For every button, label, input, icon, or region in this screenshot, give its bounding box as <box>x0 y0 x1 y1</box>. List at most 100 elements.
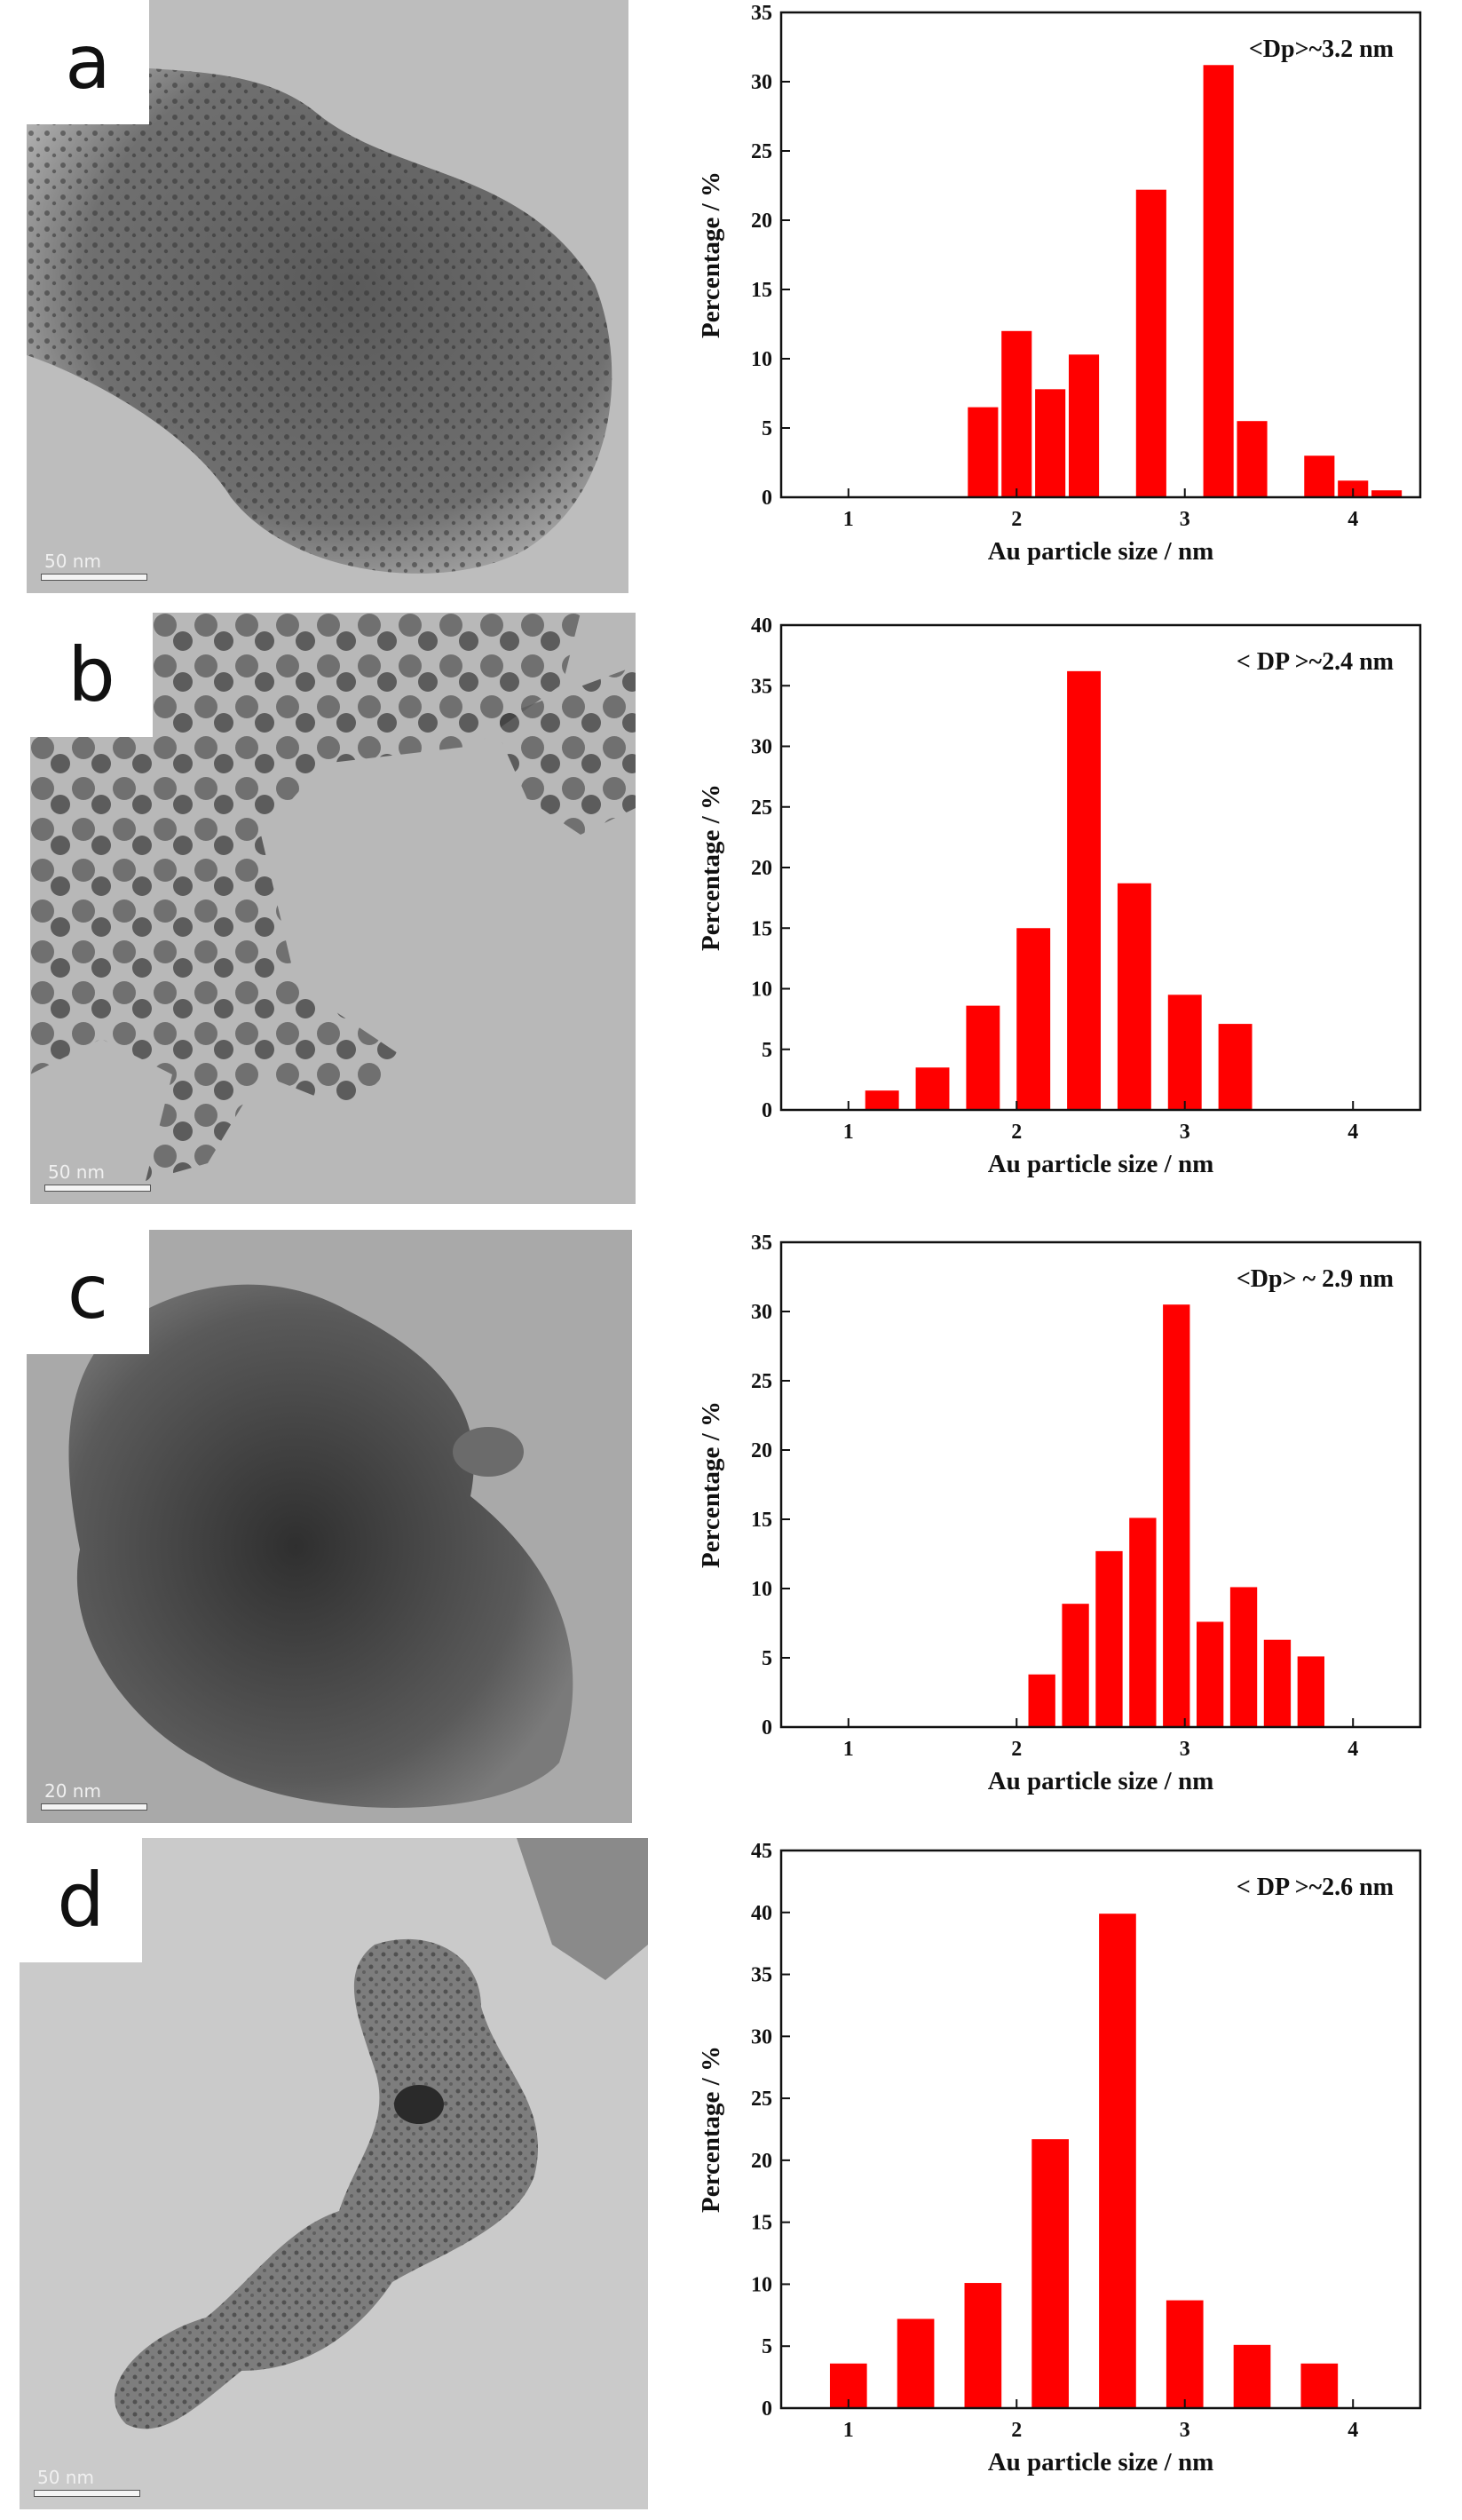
histogram-bar <box>915 1067 950 1110</box>
tem-image-c: c 20 nm <box>27 1230 632 1823</box>
mean-size-annotation: < DP >~2.4 nm <box>1237 648 1394 676</box>
y-axis-label: Percentage / % <box>697 1401 725 1568</box>
y-tick-label: 20 <box>751 857 772 880</box>
y-tick-label: 5 <box>762 1039 772 1062</box>
scale-bar-a <box>41 574 147 581</box>
histogram-bar <box>1035 389 1066 497</box>
histogram-bar <box>1001 330 1032 497</box>
y-tick-label: 35 <box>751 1232 772 1255</box>
tem-image-a: a 50 nm <box>27 0 628 593</box>
panel-letter-b: b <box>30 613 153 737</box>
scale-bar-b <box>44 1185 151 1192</box>
y-tick-label: 0 <box>762 1099 772 1122</box>
y-tick-label: 15 <box>751 1509 772 1532</box>
x-tick-label: 4 <box>1347 508 1358 531</box>
plot-frame <box>779 1240 1422 1729</box>
histogram-chart-b: 0 5 10 15 20 25 30 35 40 1 2 3 4 Au particle size / n… <box>697 614 1422 1178</box>
histogram-bar <box>1167 995 1202 1110</box>
y-tick-label: 10 <box>751 979 772 1002</box>
x-tick-label: 2 <box>1011 1121 1022 1144</box>
histogram-chart-a: 0 5 10 15 20 25 30 35 1 2 3 4 Au particle size / nm P… <box>697 2 1422 566</box>
panel-letter-a: a <box>27 0 149 124</box>
y-tick-label: 30 <box>751 736 772 759</box>
x-tick-label: 3 <box>1180 2419 1190 2442</box>
x-axis-label: Au particle size / nm <box>988 537 1214 566</box>
scale-label-b: 50 nm <box>48 1161 105 1183</box>
histogram-bar <box>1233 2344 1271 2408</box>
x-axis-label: Au particle size / nm <box>988 1767 1214 1795</box>
y-axis-label: Percentage / % <box>697 171 725 338</box>
histogram-bar <box>968 407 999 497</box>
histogram-bar <box>897 2318 935 2408</box>
y-axis-label: Percentage / % <box>697 2046 725 2213</box>
y-tick-label: 30 <box>751 71 772 94</box>
scale-label-a: 50 nm <box>44 551 101 572</box>
y-tick-label: 0 <box>762 1716 772 1739</box>
y-tick-label: 40 <box>751 1902 772 1925</box>
y-tick-label: 25 <box>751 1370 772 1393</box>
y-tick-label: 45 <box>751 1840 772 1863</box>
histogram-bar <box>1297 1656 1324 1727</box>
y-tick-label: 5 <box>762 417 772 440</box>
histogram-bar <box>1062 1604 1089 1727</box>
x-tick-label: 4 <box>1347 1121 1358 1144</box>
y-tick-label: 25 <box>751 140 772 163</box>
y-tick-label: 35 <box>751 675 772 698</box>
x-tick-label: 3 <box>1180 1121 1190 1144</box>
panel-letter-c: c <box>27 1230 149 1354</box>
histogram-bar <box>1095 1550 1123 1727</box>
tem-micrograph-a <box>27 0 628 593</box>
panel-letter-d: d <box>20 1838 142 1962</box>
histogram-bar <box>1237 421 1268 497</box>
histogram-bar <box>966 1005 1000 1110</box>
x-tick-label: 3 <box>1180 508 1190 531</box>
histogram-bar <box>1031 2139 1069 2408</box>
y-axis-label: Percentage / % <box>697 784 725 951</box>
y-tick-label: 35 <box>751 2 772 25</box>
y-tick-label: 5 <box>762 1647 772 1670</box>
mean-size-annotation: <Dp> ~ 2.9 nm <box>1237 1265 1394 1293</box>
histogram-bar <box>1135 189 1166 497</box>
y-tick-label: 30 <box>751 2025 772 2048</box>
x-tick-label: 1 <box>843 2419 854 2442</box>
tem-image-d: d 50 nm <box>20 1838 648 2509</box>
x-axis-label: Au particle size / nm <box>988 1150 1214 1178</box>
tem-micrograph-b <box>30 613 636 1204</box>
histogram-bar <box>964 2283 1002 2408</box>
mean-size-annotation: < DP >~2.6 nm <box>1237 1874 1394 1901</box>
x-tick-label: 2 <box>1011 508 1022 531</box>
histogram-chart-c: 0 5 10 15 20 25 30 35 1 2 3 4 Au particle size / nm P… <box>697 1232 1422 1795</box>
histogram-bar <box>1069 354 1100 497</box>
y-tick-label: 5 <box>762 2335 772 2358</box>
x-tick-label: 4 <box>1347 1738 1358 1761</box>
histogram-bar <box>1016 928 1051 1110</box>
x-tick-label: 1 <box>843 1121 854 1144</box>
x-tick-label: 4 <box>1347 2419 1358 2442</box>
x-tick-label: 3 <box>1180 1738 1190 1761</box>
histogram-bar <box>1197 1621 1224 1727</box>
y-tick-label: 15 <box>751 279 772 302</box>
panel-a: a 50 nm 0 5 10 15 20 25 30 35 1 2 3 4 Au particle si… <box>0 0 1462 595</box>
histogram-bar <box>1304 456 1335 497</box>
y-tick-label: 10 <box>751 348 772 371</box>
y-tick-label: 10 <box>751 1578 772 1601</box>
y-tick-label: 0 <box>762 487 772 510</box>
y-tick-label: 40 <box>751 614 772 638</box>
y-tick-label: 30 <box>751 1301 772 1324</box>
histogram-bar <box>1218 1024 1253 1110</box>
histogram-bar <box>1371 490 1403 497</box>
y-tick-label: 20 <box>751 2150 772 2173</box>
histogram-bar <box>1163 1304 1190 1727</box>
tem-image-b: b 50 nm <box>30 613 636 1204</box>
histogram-bar <box>1067 670 1101 1110</box>
scale-label-d: 50 nm <box>37 2467 94 2488</box>
x-tick-label: 2 <box>1011 1738 1022 1761</box>
y-tick-label: 20 <box>751 210 772 233</box>
scale-label-c: 20 nm <box>44 1780 101 1802</box>
panel-b: b 50 nm 0 5 10 15 20 25 30 35 40 1 2 3 4 Au particle … <box>0 613 1462 1208</box>
y-tick-label: 15 <box>751 917 772 940</box>
histogram-bar <box>1300 2363 1339 2408</box>
scale-bar-d <box>34 2490 140 2497</box>
histogram-bar <box>1263 1639 1292 1727</box>
scale-bar-c <box>41 1803 147 1811</box>
